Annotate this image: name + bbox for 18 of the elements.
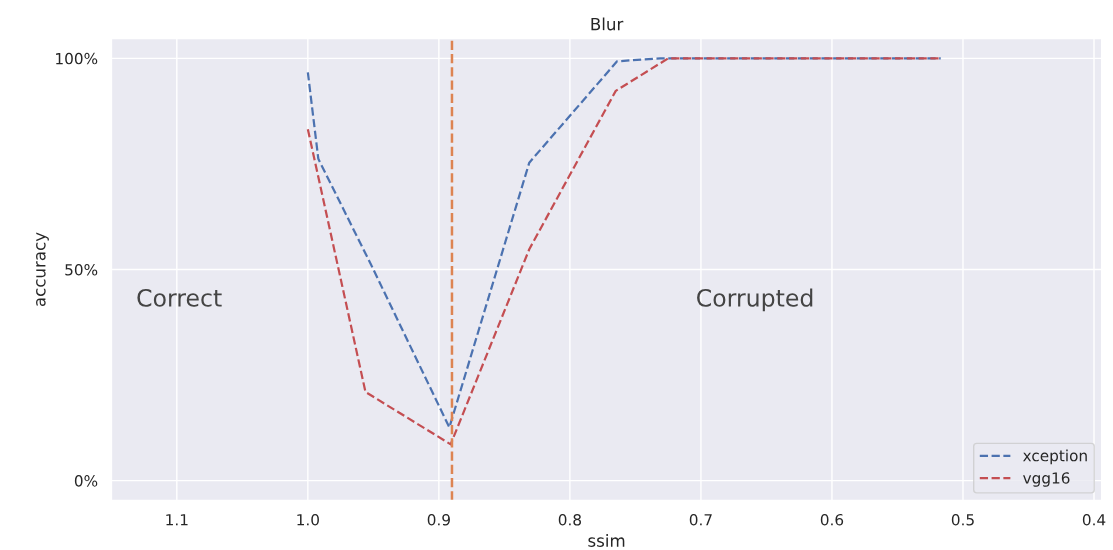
legend-label: vgg16 (1023, 472, 1070, 487)
x-tick-label: 0.5 (951, 513, 974, 526)
x-tick-label: 0.8 (558, 513, 581, 526)
y-tick-label: 0% (74, 475, 98, 487)
x-tick-label: 0.4 (1082, 513, 1106, 526)
chart-title: Blur (591, 17, 624, 31)
x-tick-label: 1.1 (166, 514, 188, 526)
legend-label: xception (1023, 449, 1087, 465)
x-tick-label: 1.0 (297, 513, 319, 526)
annotation: Corrupted (697, 288, 813, 312)
x-tick-label: 0.9 (427, 513, 450, 526)
x-tick-label: 0.7 (689, 513, 712, 526)
y-tick-label: 100% (56, 52, 98, 65)
annotation: Correct (137, 288, 222, 307)
y-tick-label: 50% (65, 263, 98, 276)
x-tick-label: 0.6 (820, 513, 844, 526)
x-axis-title: ssim (588, 534, 625, 547)
y-axis-title: accuracy (36, 232, 49, 307)
